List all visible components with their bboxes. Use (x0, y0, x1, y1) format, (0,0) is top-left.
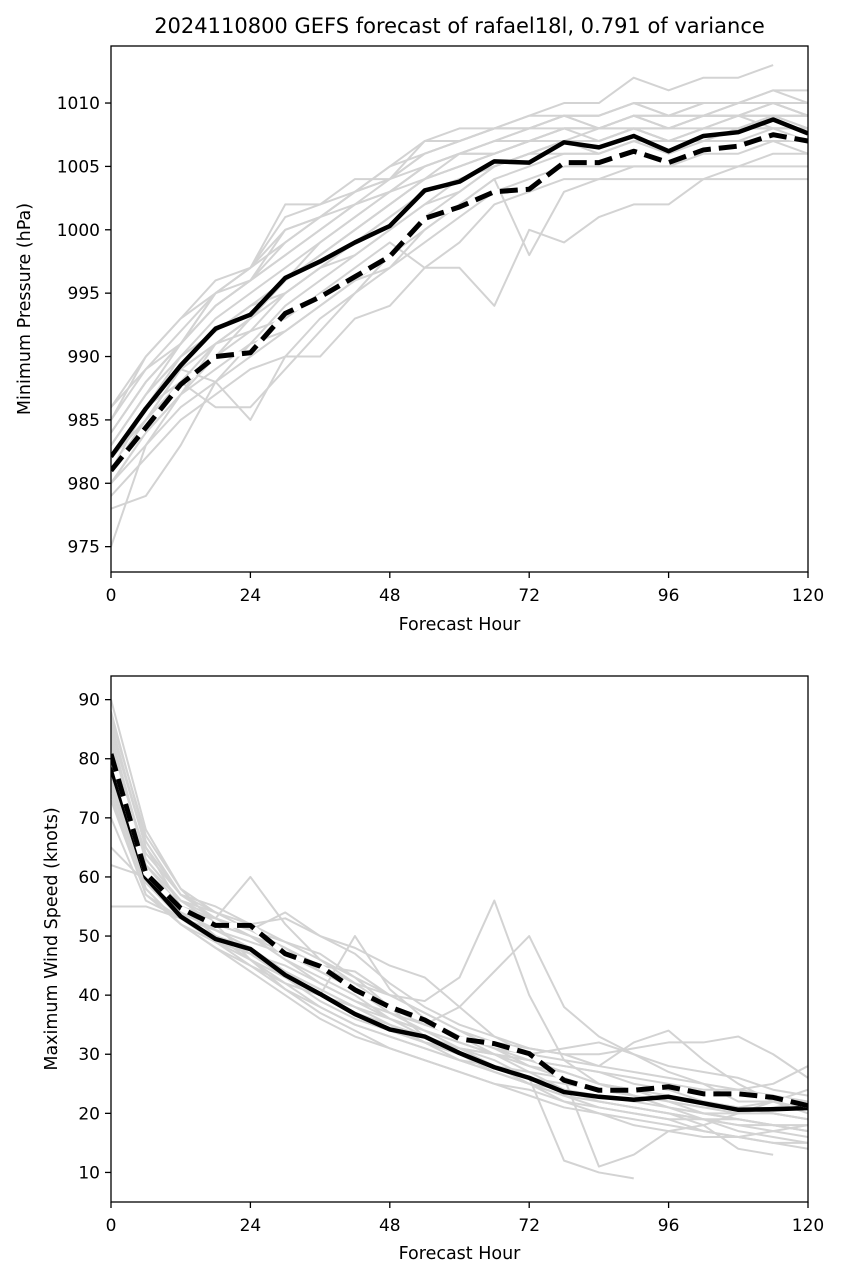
wind-ensemble-member-line (111, 711, 808, 1103)
pressure-x-axis-label: Forecast Hour (399, 615, 522, 635)
pressure-x-tick-label: 72 (518, 586, 540, 606)
pressure-ensemble-member-line (111, 102, 808, 408)
pressure-x-ticks: 0 24 48 72 96 120 (106, 572, 824, 606)
pressure-ensemble-member-line (111, 165, 808, 472)
pressure-x-tick-label: 96 (658, 586, 680, 606)
pressure-y-tick-label: 1005 (57, 157, 100, 177)
pressure-y-tick-label: 980 (68, 474, 100, 494)
pressure-solid-mean-line (111, 117, 808, 458)
pressure-y-tick-label: 985 (68, 411, 100, 431)
wind-ensemble-member-line (111, 770, 808, 1144)
pressure-y-ticks: 975 980 985 990 995 1000 1005 1010 (57, 94, 111, 558)
chart-title: 2024110800 GEFS forecast of rafael18l, 0… (154, 14, 765, 38)
wind-ensemble-member-line (111, 758, 808, 1091)
pressure-x-tick-label: 0 (106, 586, 117, 606)
pressure-x-tick-label: 120 (792, 586, 824, 606)
pressure-panel: 2024110800 GEFS forecast of rafael18l, 0… (15, 14, 824, 635)
pressure-plot-frame (110, 45, 809, 573)
wind-ensemble-member-line (111, 817, 808, 1133)
wind-panel: 10 20 30 40 50 60 70 80 90 0 24 48 72 96 120 Forecast… (42, 675, 824, 1264)
pressure-x-tick-label: 24 (240, 586, 262, 606)
wind-x-ticks: 0 24 48 72 96 120 (106, 1202, 824, 1236)
wind-solid-mean-line (111, 766, 808, 1113)
wind-y-tick-label: 20 (78, 1104, 100, 1124)
wind-y-tick-label: 80 (78, 750, 100, 770)
pressure-ensemble-member-line (111, 152, 808, 459)
pressure-dashed-mean-line (111, 132, 808, 473)
wind-x-tick-label: 0 (106, 1216, 117, 1236)
pressure-ensemble-member-line (111, 102, 808, 434)
wind-x-tick-label: 96 (658, 1216, 680, 1236)
wind-x-axis-label: Forecast Hour (399, 1244, 522, 1264)
pressure-y-axis-label: Minimum Pressure (hPa) (15, 203, 35, 415)
wind-y-axis-label: Maximum Wind Speed (knots) (42, 807, 62, 1070)
wind-y-tick-label: 70 (78, 809, 100, 829)
wind-x-tick-label: 72 (518, 1216, 540, 1236)
pressure-x-tick-label: 48 (379, 586, 401, 606)
wind-y-ticks: 10 20 30 40 50 60 70 80 90 (78, 691, 111, 1183)
wind-ensemble-member-line (111, 717, 808, 1144)
wind-series-group (111, 699, 808, 1180)
wind-ensemble-member-line (111, 793, 808, 1150)
pressure-y-tick-label: 1000 (57, 221, 100, 241)
wind-y-tick-label: 40 (78, 986, 100, 1006)
wind-dashed-mean-line (111, 753, 808, 1109)
pressure-ensemble-member-line (111, 178, 808, 497)
wind-x-tick-label: 120 (792, 1216, 824, 1236)
wind-y-tick-label: 60 (78, 868, 100, 888)
wind-y-tick-label: 30 (78, 1045, 100, 1065)
pressure-y-tick-label: 990 (68, 348, 100, 368)
wind-plot-frame (110, 675, 809, 1203)
pressure-y-tick-label: 975 (68, 538, 100, 558)
pressure-y-tick-label: 995 (68, 284, 100, 304)
wind-ensemble-member-line (111, 723, 808, 1097)
wind-y-tick-label: 10 (78, 1163, 100, 1183)
pressure-y-tick-label: 1010 (57, 94, 100, 114)
wind-x-tick-label: 24 (240, 1216, 262, 1236)
wind-y-tick-label: 90 (78, 691, 100, 711)
wind-y-tick-label: 50 (78, 927, 100, 947)
pressure-series-group (111, 64, 808, 547)
wind-x-tick-label: 48 (379, 1216, 401, 1236)
